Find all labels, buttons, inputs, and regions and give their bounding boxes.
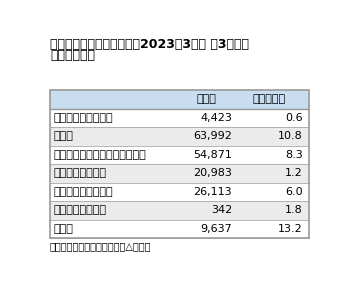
Text: 9,637: 9,637 <box>200 224 232 234</box>
Text: ウィンタースポーツ: ウィンタースポーツ <box>54 113 113 123</box>
Text: その他: その他 <box>54 224 74 234</box>
Bar <box>50 109 309 127</box>
Text: スポーツアパレル: スポーツアパレル <box>54 168 107 178</box>
Text: 部門別売上高: 部門別売上高 <box>50 49 95 62</box>
Text: 54,871: 54,871 <box>193 150 232 160</box>
Text: 20,983: 20,983 <box>193 168 232 178</box>
Text: （増減率）: （増減率） <box>252 94 286 104</box>
Text: 13.2: 13.2 <box>278 224 303 234</box>
Bar <box>50 201 309 220</box>
Bar <box>50 164 309 183</box>
Text: 単位は百万円。増減率は％。△は減。: 単位は百万円。増減率は％。△は減。 <box>50 241 152 251</box>
Text: 6.0: 6.0 <box>285 187 303 197</box>
Bar <box>50 146 309 164</box>
Text: 10.8: 10.8 <box>278 131 303 141</box>
Bar <box>50 220 309 238</box>
Text: アウトドア・その他: アウトドア・その他 <box>54 187 113 197</box>
Bar <box>50 183 309 201</box>
Bar <box>50 90 309 238</box>
Text: 4,423: 4,423 <box>200 113 232 123</box>
Text: 0.6: 0.6 <box>285 113 303 123</box>
Text: ファッション衣料: ファッション衣料 <box>54 205 107 215</box>
Bar <box>50 90 309 109</box>
Text: 売上高: 売上高 <box>197 94 217 104</box>
Text: 63,992: 63,992 <box>193 131 232 141</box>
Bar <box>50 127 309 146</box>
Text: 26,113: 26,113 <box>194 187 232 197</box>
Text: 8.3: 8.3 <box>285 150 303 160</box>
Text: 1.8: 1.8 <box>285 205 303 215</box>
Text: 一般競技スポーツ・シューズ゛: 一般競技スポーツ・シューズ゛ <box>54 150 147 160</box>
Text: 1.2: 1.2 <box>285 168 303 178</box>
Text: ゼビオホールディングス、2023年3月期 第3四半期: ゼビオホールディングス、2023年3月期 第3四半期 <box>50 38 249 51</box>
Text: ゴルフ: ゴルフ <box>54 131 74 141</box>
Text: 342: 342 <box>211 205 232 215</box>
